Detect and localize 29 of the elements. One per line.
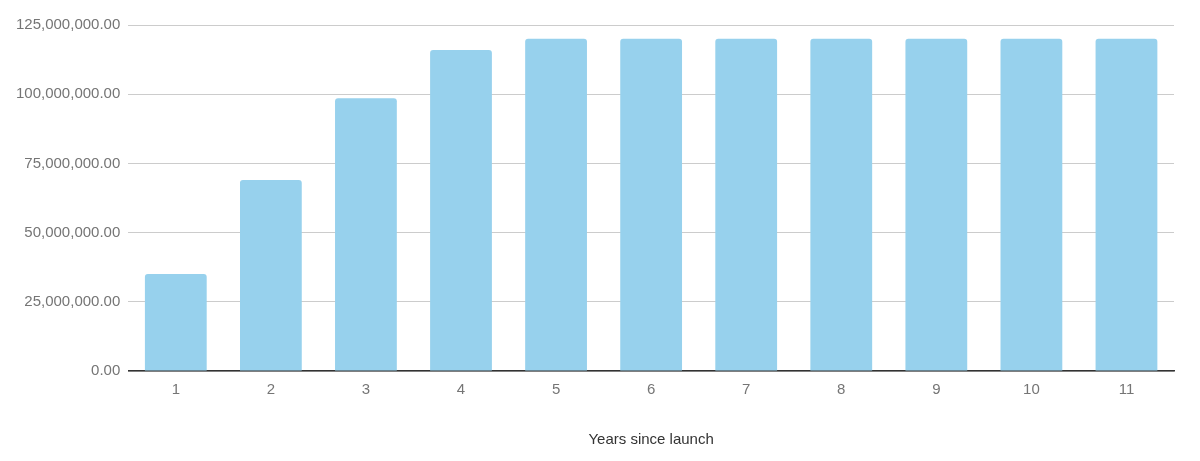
bar <box>430 49 492 371</box>
x-tick-label: 10 <box>1023 380 1040 398</box>
x-tick-label: 3 <box>361 380 371 398</box>
y-tick-label: 100,000,000.00 <box>15 84 121 102</box>
bar <box>144 274 207 371</box>
bar <box>1000 38 1063 371</box>
x-tick-label: 9 <box>932 380 941 398</box>
bar <box>620 38 683 371</box>
y-tick-label: 0.00 <box>91 361 121 379</box>
x-tick-label: 7 <box>742 380 751 398</box>
x-tick-label: 8 <box>837 380 846 398</box>
y-tick-label: 125,000,000.00 <box>15 15 121 33</box>
y-tick-label: 75,000,000.00 <box>24 153 121 171</box>
x-tick-label: 6 <box>646 380 656 398</box>
bar <box>335 98 397 371</box>
bar <box>715 38 778 371</box>
y-tick-label: 25,000,000.00 <box>24 291 121 309</box>
x-tick-label: 5 <box>551 380 561 398</box>
x-tick-label: 4 <box>456 380 466 398</box>
x-tick-label: 11 <box>1118 380 1135 398</box>
y-tick-label: 50,000,000.00 <box>24 222 121 240</box>
bar <box>810 38 873 371</box>
bar <box>1095 38 1158 371</box>
bar <box>905 38 968 371</box>
bar <box>525 38 587 371</box>
x-tick-label: 1 <box>171 380 180 398</box>
x-axis-title: Years since launch <box>588 430 714 448</box>
bar <box>239 180 302 371</box>
x-tick-label: 2 <box>266 380 276 398</box>
